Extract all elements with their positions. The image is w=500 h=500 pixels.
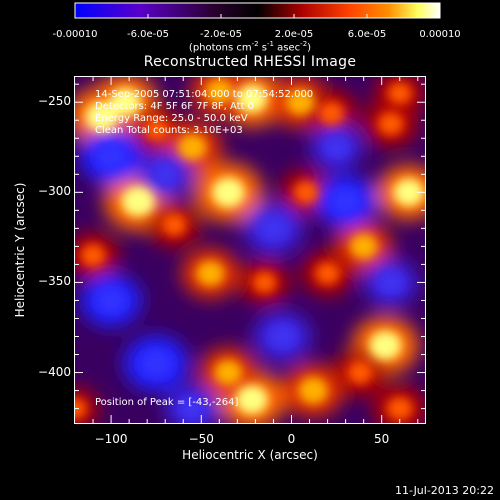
colorbar-tick-label: 0.00010 <box>419 29 461 40</box>
blob-core <box>140 349 172 378</box>
blob-core <box>393 178 424 207</box>
blob-core <box>211 177 245 208</box>
blob-core <box>214 359 243 386</box>
y-tick-label: −250 <box>38 94 71 109</box>
blob-core <box>318 101 345 125</box>
blob-core <box>95 142 127 171</box>
blob-core <box>293 180 319 204</box>
blob-core <box>324 135 350 159</box>
blob-core <box>386 396 413 421</box>
x-tick-label: −100 <box>94 432 128 446</box>
blob-core <box>121 186 155 217</box>
blob-core <box>235 384 268 415</box>
blob-core <box>205 78 234 105</box>
blob-core <box>377 112 404 136</box>
colorbar <box>74 2 441 19</box>
colorbar-gradient <box>74 2 441 19</box>
info-time-range: 14-Sep-2005 07:51:04.000 to 07:54:52.000 <box>95 89 314 100</box>
blob-core <box>252 271 277 294</box>
blob-core <box>75 397 87 420</box>
plot-area: 14-Sep-2005 07:51:04.000 to 07:54:52.000… <box>74 76 426 424</box>
blob-core <box>80 244 106 267</box>
colorbar-tick-label: -0.00010 <box>52 29 98 40</box>
blob-core <box>259 215 288 242</box>
y-tick-label: −350 <box>38 274 71 289</box>
blob-core <box>161 213 187 237</box>
plot-timestamp: 11-Jul-2013 20:22 <box>394 484 494 497</box>
blob-core <box>369 330 402 361</box>
y-axis-label: Heliocentric Y (arcsec) <box>13 182 27 318</box>
blob-core <box>196 260 225 287</box>
blob-core <box>347 360 374 385</box>
blob-core <box>96 287 126 314</box>
blob-core <box>179 396 206 421</box>
colorbar-tick-label: -2.0e-05 <box>200 29 242 40</box>
blob-core <box>377 270 404 295</box>
x-tick-label: −50 <box>188 432 214 446</box>
blob-core <box>330 187 361 215</box>
colorbar-unit-label: (photons cm-2 s-1 asec-2) <box>188 40 312 54</box>
axis-ticks <box>75 77 425 423</box>
blob-core <box>298 377 328 404</box>
info-peak-position: Position of Peak = [-43,-264] <box>95 397 239 408</box>
x-tick-label: 0 <box>287 432 296 446</box>
colorbar-tick-label: 2.0e-05 <box>274 29 314 40</box>
x-axis-label: Heliocentric X (arcsec) <box>182 448 318 462</box>
blob-core <box>236 84 268 113</box>
info-detectors: Detectors: 4F 5F 6F 7F 8F, Att 0 <box>95 101 255 112</box>
blob-core <box>152 162 179 187</box>
x-tick-label: 50 <box>374 432 390 446</box>
info-clean-counts: Clean Total counts: 3.10E+03 <box>95 125 243 136</box>
chart-title: Reconstructed RHESSI Image <box>143 54 357 70</box>
y-tick-label: −400 <box>38 364 71 379</box>
y-tick-label: −300 <box>38 184 71 199</box>
blob-core <box>177 134 207 161</box>
colorbar-tick-label: 6.0e-05 <box>347 29 387 40</box>
blob-core <box>109 88 142 117</box>
blob-core <box>268 323 297 350</box>
info-energy-range: Energy Range: 25.0 - 50.0 keV <box>95 113 248 124</box>
blob-core <box>85 101 119 132</box>
blob-core <box>349 233 378 259</box>
blob-core <box>143 117 169 141</box>
blob-core <box>387 82 412 105</box>
blob-core <box>315 262 341 285</box>
heatmap-image <box>75 77 425 423</box>
colorbar-tick-label: -6.0e-05 <box>127 29 169 40</box>
blob-core <box>286 89 315 116</box>
